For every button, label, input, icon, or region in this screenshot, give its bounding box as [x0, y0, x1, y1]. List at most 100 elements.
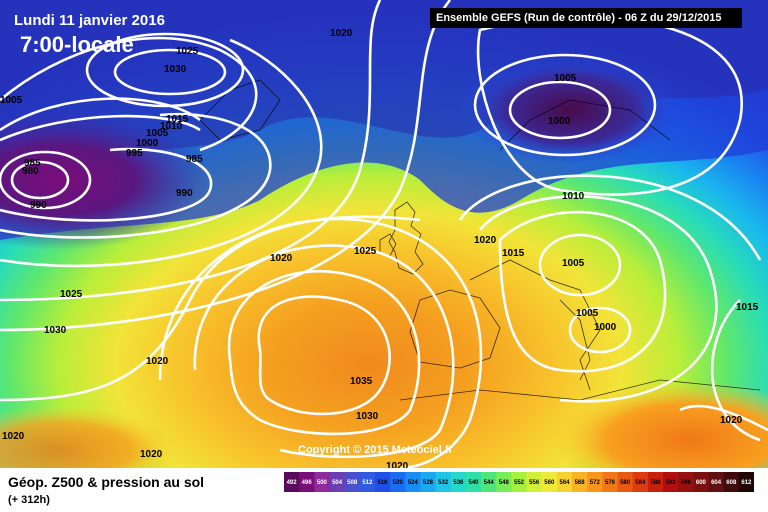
- isobar-label: 1005: [146, 128, 169, 139]
- legend-label: 512: [362, 480, 373, 486]
- isobar-1020-north: [0, 36, 258, 152]
- legend-swatch: [723, 472, 740, 492]
- legend-label: 496: [301, 480, 312, 486]
- legend-swatch: [374, 472, 391, 492]
- legend-label: 588: [650, 480, 661, 486]
- legend-label: 536: [453, 480, 464, 486]
- isobar-1000-south: [568, 306, 632, 354]
- isobar-1030-north: [113, 48, 227, 96]
- isobar-label: 1005: [554, 73, 577, 84]
- legend-swatch: [405, 472, 421, 492]
- legend-swatch: [496, 472, 512, 492]
- isobars: [0, 0, 768, 468]
- isobar-label: 1025: [60, 289, 83, 300]
- legend-swatch: [647, 472, 664, 492]
- isobar-995: [0, 112, 272, 239]
- isobar-label: 1025: [354, 246, 377, 257]
- legend-swatch: [284, 472, 300, 492]
- legend-label: 532: [438, 480, 449, 486]
- legend-swatch: [556, 472, 573, 492]
- isobar-label: 1020: [146, 356, 169, 367]
- warm-air-southeast: [550, 380, 768, 468]
- isobar-label: 1030: [164, 64, 187, 75]
- legend-swatch: [663, 472, 679, 492]
- isobar-label: 1020: [386, 461, 409, 468]
- legend-swatch: [632, 472, 649, 492]
- legend-swatch: [314, 472, 330, 492]
- legend-label: 572: [589, 480, 600, 486]
- isobar-1015-east: [710, 299, 761, 442]
- isobar-1030-high: [227, 270, 421, 436]
- isobar-labels: 1020 1025 1030 1015 1010 1005 1000 995 9…: [0, 28, 759, 468]
- forecast-lead-time: (+ 312h): [8, 494, 50, 506]
- isobar-980: [10, 160, 70, 200]
- forecast-time: 7:00-locale: [20, 32, 134, 57]
- legend-swatch: [465, 472, 482, 492]
- legend-label: 540: [468, 480, 479, 486]
- isobar-label: 1020: [2, 431, 25, 442]
- legend-swatch: [329, 472, 346, 492]
- legend-label: 604: [711, 480, 722, 486]
- legend-label: 612: [741, 480, 752, 486]
- isobar-label: 1020: [270, 253, 293, 264]
- legend-swatch: [344, 472, 361, 492]
- isobar-label: 1025: [176, 46, 199, 57]
- isobar-985-west: [0, 150, 92, 210]
- legend-label: 516: [377, 480, 388, 486]
- legend-label: 600: [695, 480, 706, 486]
- isobar-1010-long: [0, 0, 452, 332]
- coast-continent: [469, 259, 601, 391]
- legend-label: 592: [665, 480, 676, 486]
- legend-label: 596: [680, 480, 691, 486]
- isobar-label: 985: [186, 154, 203, 165]
- isobar-label: 1035: [350, 376, 373, 387]
- isobar-1005-ne: [473, 53, 657, 157]
- legend-swatch: [678, 472, 694, 492]
- isobar-1005-central: [538, 233, 622, 297]
- legend-swatch: [541, 472, 558, 492]
- legend-label: 576: [604, 480, 615, 486]
- coast-britain: [388, 201, 424, 275]
- isobar-1005: [0, 0, 382, 302]
- legend-swatch: [693, 472, 710, 492]
- isobar-label: 1015: [502, 248, 525, 259]
- copyright-notice: Copyright © 2015 Meteociel.fr: [298, 444, 453, 456]
- isobar-label: 1015: [166, 114, 189, 125]
- legend-swatch: [390, 472, 406, 492]
- isobar-label: 1000: [136, 138, 159, 149]
- legend-swatch: [299, 472, 315, 492]
- isobar-label: 1000: [594, 322, 617, 333]
- legend-swatch: [602, 472, 619, 492]
- isobar-label: 1020: [140, 449, 163, 460]
- weather-map: 1020 1025 1030 1015 1010 1005 1000 995 9…: [0, 0, 768, 468]
- legend-swatch: [572, 472, 588, 492]
- legend-label: 564: [559, 480, 570, 486]
- legend-swatch: [435, 472, 452, 492]
- map-title: Géop. Z500 & pression au sol: [8, 474, 205, 490]
- legend-label: 504: [332, 480, 343, 486]
- isobar-1020-east: [679, 404, 768, 432]
- coast-iberia: [409, 289, 501, 369]
- isobar-990: [0, 147, 213, 222]
- warm-air-southwest: [0, 405, 180, 468]
- color-scale-legend: [284, 472, 754, 492]
- legend-swatch: [420, 472, 437, 492]
- isobar-1015: [0, 97, 201, 132]
- legend-label: 520: [392, 480, 403, 486]
- legend-label: 556: [529, 480, 540, 486]
- legend-swatch: [738, 472, 754, 492]
- isobar-1035: [257, 295, 391, 416]
- legend-label: 560: [544, 480, 555, 486]
- isobar-label: 1005: [0, 95, 23, 106]
- legend-swatch: [708, 472, 725, 492]
- legend-swatch: [481, 472, 497, 492]
- legend-label: 608: [726, 480, 737, 486]
- legend-label: 552: [513, 480, 524, 486]
- legend-label: 544: [483, 480, 494, 486]
- color-scale-labels: 492 496 500 504 508 512 516 520 524 528 532 536 540 5…: [284, 480, 754, 492]
- isobar-label: 990: [176, 188, 193, 199]
- coast-ireland: [379, 233, 397, 257]
- isobar-label: 1010: [562, 191, 585, 202]
- low-pressure-northeast: [460, 55, 680, 165]
